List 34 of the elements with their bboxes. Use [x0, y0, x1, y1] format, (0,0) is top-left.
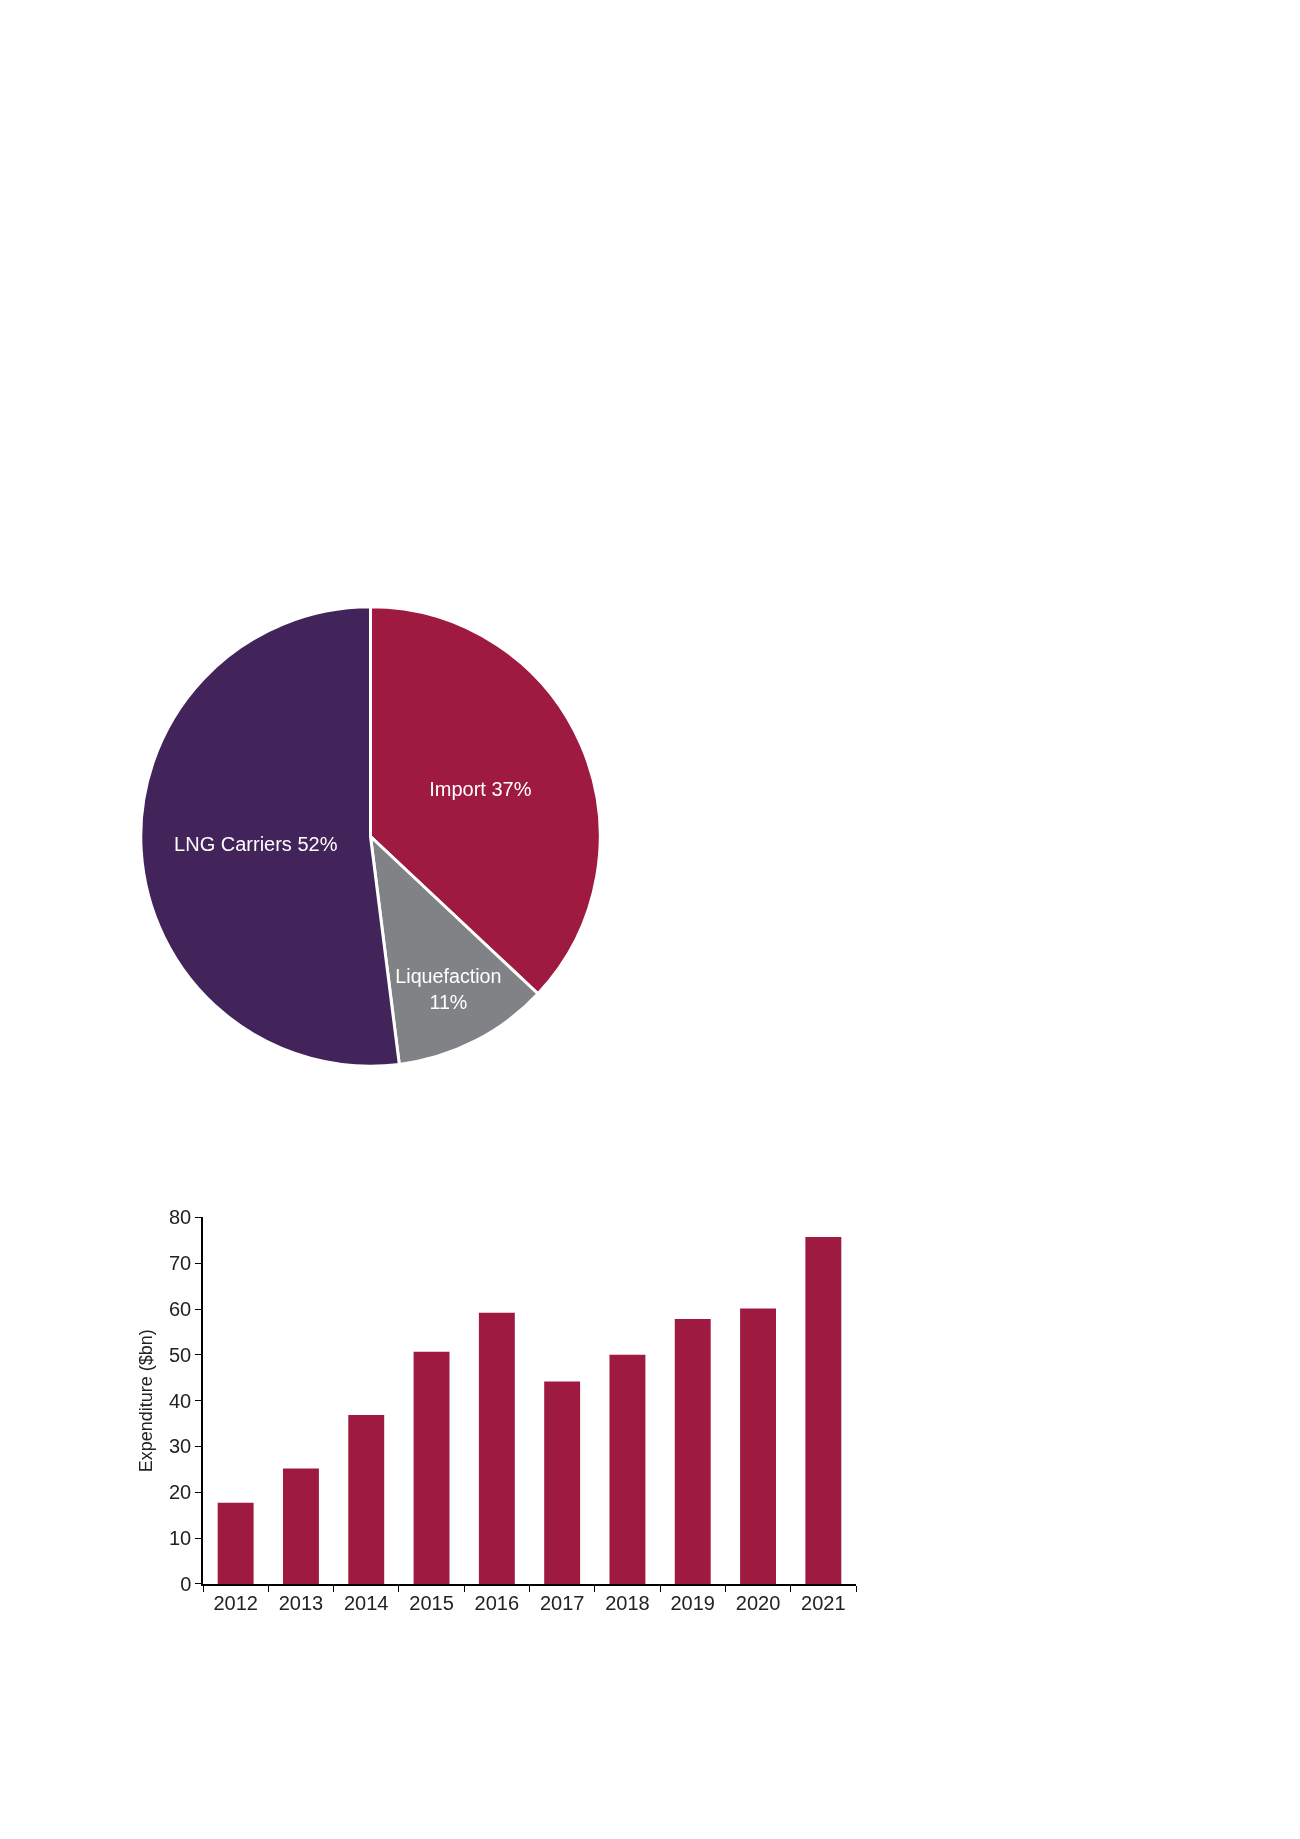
x-tick-label: 2019 [670, 1591, 715, 1614]
y-tick-label: 80 [169, 1206, 192, 1229]
y-tick-label: 30 [169, 1435, 192, 1458]
bar [674, 1319, 711, 1584]
x-tick-label: 2021 [801, 1591, 846, 1614]
slice-label: Import 37% [429, 777, 532, 800]
bar [805, 1237, 842, 1584]
bar [544, 1381, 581, 1584]
x-tick-label: 2016 [474, 1591, 520, 1614]
y-tick-label: 50 [169, 1343, 192, 1366]
bar [282, 1468, 319, 1584]
y-tick-label: 10 [169, 1527, 192, 1550]
bar [348, 1414, 385, 1584]
y-tick-label: 70 [169, 1252, 192, 1275]
x-tick-label: 2018 [605, 1591, 650, 1614]
bar [217, 1502, 254, 1584]
bar [609, 1354, 646, 1584]
bar [413, 1351, 450, 1584]
slice-label: Liquefaction [395, 965, 502, 988]
bar [478, 1312, 515, 1584]
y-axis-title: Expenditure ($bn) [135, 1329, 156, 1473]
x-tick-label: 2015 [409, 1591, 454, 1614]
x-tick-label: 2012 [213, 1591, 258, 1614]
x-tick-label: 2014 [344, 1591, 389, 1614]
slice-label: LNG Carriers 52% [174, 832, 338, 855]
x-tick-label: 2020 [735, 1591, 781, 1614]
x-tick-label: 2017 [539, 1591, 585, 1614]
y-tick-label: 40 [169, 1389, 192, 1412]
y-tick-label: 60 [169, 1298, 192, 1321]
y-tick-label: 0 [180, 1572, 192, 1595]
x-tick-label: 2013 [278, 1591, 324, 1614]
y-tick-label: 20 [169, 1481, 192, 1504]
data-label: 11% [429, 991, 468, 1014]
bar [740, 1308, 777, 1584]
